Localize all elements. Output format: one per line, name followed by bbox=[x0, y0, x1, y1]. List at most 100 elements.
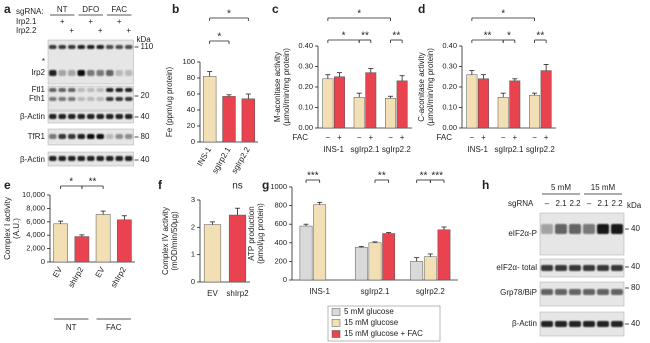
y-tick-label: 600 bbox=[274, 219, 287, 228]
x-tick-label: INS-1 bbox=[323, 145, 344, 154]
blot-band bbox=[106, 134, 114, 139]
series-label: − bbox=[326, 133, 331, 142]
blot-band bbox=[125, 88, 133, 92]
blot-band bbox=[87, 114, 95, 119]
significance-label: * bbox=[69, 177, 73, 188]
legend-swatch bbox=[331, 330, 341, 338]
series-label: − bbox=[357, 133, 362, 142]
y-tick-label: 0 bbox=[191, 137, 195, 146]
bar bbox=[466, 74, 478, 129]
row-label: Grp78/BiP bbox=[500, 288, 537, 297]
panel-label: b bbox=[172, 2, 179, 16]
blot-band bbox=[125, 134, 133, 139]
blot-band bbox=[125, 70, 133, 76]
bar bbox=[299, 225, 313, 281]
blot-band bbox=[58, 134, 66, 139]
y-tick-label: 0.30 bbox=[442, 61, 457, 70]
x-tick-label: EV bbox=[207, 289, 218, 298]
blot-band bbox=[96, 97, 104, 101]
row-label: Fth1 bbox=[29, 94, 46, 103]
row-label: β-Actin bbox=[512, 319, 537, 328]
blot-band bbox=[77, 156, 85, 161]
blot-band bbox=[87, 88, 95, 92]
kda-marker: 40 bbox=[631, 319, 640, 328]
bar bbox=[477, 78, 489, 129]
condition-label: 5 mM bbox=[551, 183, 571, 192]
significance-label: * bbox=[501, 9, 505, 20]
lane-label: 2.2 bbox=[569, 199, 581, 208]
x-tick-label: sgIrp2.1 bbox=[495, 145, 524, 154]
row-label: Ftl1 bbox=[32, 85, 46, 94]
bar bbox=[202, 76, 217, 143]
blot-band bbox=[87, 45, 95, 49]
significance-label: * bbox=[507, 31, 511, 42]
bar bbox=[509, 80, 521, 129]
x-tick-label: shIrp2 bbox=[109, 265, 128, 289]
condition-label: NT bbox=[57, 5, 68, 14]
blot-band bbox=[555, 265, 567, 271]
blot-band bbox=[87, 156, 95, 161]
y-tick-label: 1000 bbox=[270, 182, 287, 191]
blot-band bbox=[96, 45, 104, 49]
bar bbox=[423, 256, 437, 281]
y-tick-label: 4,000 bbox=[26, 230, 45, 239]
blot-band bbox=[115, 70, 123, 76]
y-tick-label: 0.30 bbox=[298, 61, 313, 70]
y-tick-label: 0.00 bbox=[442, 123, 457, 132]
y-tick-label: 100 bbox=[182, 57, 195, 66]
blot-band bbox=[49, 97, 57, 101]
legend-swatch bbox=[331, 308, 341, 316]
bar bbox=[368, 242, 382, 281]
bar bbox=[354, 247, 368, 281]
legend-label: 15 mM glucose + FAC bbox=[344, 329, 423, 338]
blot-band bbox=[68, 156, 76, 161]
blot-band bbox=[597, 265, 609, 271]
panel-label: a bbox=[4, 2, 11, 16]
y-axis-label: ATP production bbox=[247, 206, 256, 260]
y-tick-label: 80 bbox=[187, 73, 195, 82]
series-label: + bbox=[400, 133, 405, 142]
condition-label: FAC bbox=[111, 5, 127, 14]
bar bbox=[228, 214, 247, 283]
bar bbox=[222, 96, 236, 143]
significance-label: *** bbox=[431, 171, 443, 182]
guide-mark: + bbox=[69, 26, 74, 35]
row-label: Irp2 bbox=[31, 68, 45, 77]
lane-label: 2.1 bbox=[555, 199, 567, 208]
blot-band bbox=[58, 114, 66, 119]
panel-label: e bbox=[4, 178, 11, 192]
blot-band bbox=[68, 45, 76, 49]
kda-marker: 80 bbox=[141, 132, 150, 141]
blot-band bbox=[569, 289, 581, 295]
x-tick-label: sgIrp2.1 bbox=[361, 287, 390, 296]
blot-panel bbox=[539, 311, 625, 337]
x-tick-label: EV bbox=[94, 265, 107, 279]
blot-band bbox=[58, 156, 66, 161]
sgrna-label: sgRNA: bbox=[16, 7, 44, 16]
bar bbox=[241, 98, 256, 143]
y-tick-label: 800 bbox=[274, 201, 287, 210]
bar bbox=[322, 78, 334, 129]
guide-mark: + bbox=[60, 17, 65, 26]
y-tick-label: 0.40 bbox=[442, 41, 457, 50]
bar bbox=[313, 204, 327, 281]
kda-marker: 40 bbox=[141, 112, 150, 121]
guide-mark: + bbox=[117, 17, 122, 26]
kda-label: kDa bbox=[627, 201, 642, 210]
kda-label: kDa bbox=[137, 35, 152, 44]
blot-band bbox=[541, 265, 553, 271]
bar bbox=[74, 236, 90, 263]
blot-band bbox=[58, 70, 66, 76]
y-tick-label: 1 bbox=[191, 250, 195, 259]
bar bbox=[396, 80, 408, 129]
significance-label: ** bbox=[89, 177, 97, 188]
y-tick-label: 0.20 bbox=[442, 82, 457, 91]
kda-marker: 20 bbox=[141, 91, 150, 100]
bar bbox=[410, 261, 424, 281]
blot-band bbox=[125, 114, 133, 119]
guide-mark: + bbox=[98, 26, 103, 35]
blot-band bbox=[96, 114, 104, 119]
y-tick-label: 0.20 bbox=[298, 82, 313, 91]
blot-band bbox=[611, 224, 623, 234]
